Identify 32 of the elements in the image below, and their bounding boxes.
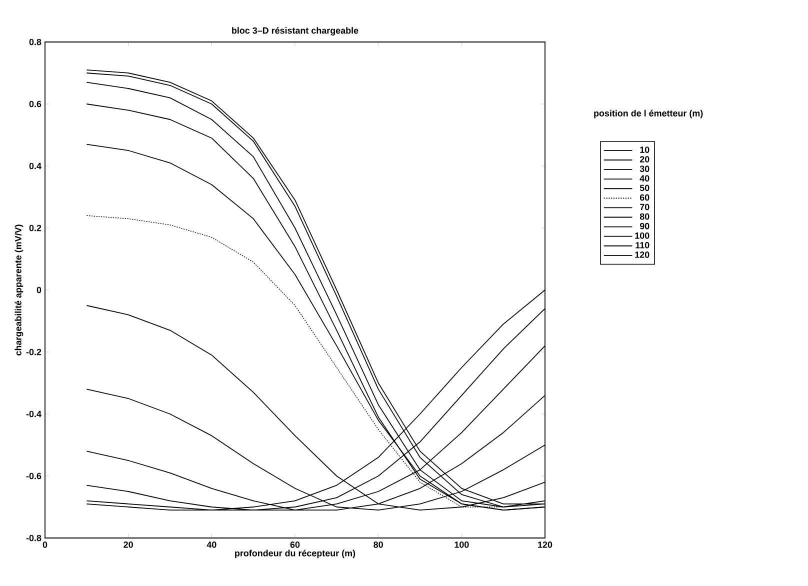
y-tick-label: -0.4	[26, 410, 42, 418]
y-tick-label: 0	[36, 286, 42, 294]
legend-label: 120	[635, 252, 650, 258]
legend-label: 90	[640, 222, 650, 230]
y-tick-label: 0.6	[29, 100, 42, 108]
legend-label: 100	[635, 232, 650, 239]
y-tick-label: 0.4	[29, 162, 42, 170]
y-tick-label: 0.2	[29, 224, 42, 232]
legend-label: 30	[640, 166, 650, 172]
x-tick-label: 60	[290, 542, 300, 548]
legend-label: 70	[640, 204, 650, 210]
legend-label: 20	[640, 156, 650, 162]
x-tick-label: 80	[374, 542, 383, 548]
x-tick-label: 100	[454, 542, 469, 548]
y-tick-label: -0.6	[26, 472, 42, 480]
x-tick-label: 20	[124, 542, 133, 548]
y-axis-title: chargeabilité apparente (mV/V)	[14, 224, 24, 356]
x-tick-label: 0	[42, 542, 48, 548]
x-axis-title: profondeur du récepteur (m)	[235, 550, 356, 558]
legend-label: 50	[640, 184, 650, 192]
y-tick-label: -0.8	[26, 534, 42, 542]
legend-label: 40	[640, 175, 650, 182]
legend-label: 110	[636, 242, 650, 248]
x-tick-label: 40	[206, 542, 216, 548]
y-tick-label: -0.2	[26, 348, 42, 356]
chart-title: bloc 3–D résistant chargeable	[232, 27, 358, 36]
legend-label: 60	[640, 194, 650, 201]
legend-label: 10	[640, 146, 650, 153]
x-tick-label: 120	[538, 542, 552, 548]
legend-title: position de l émetteur (m)	[594, 110, 703, 118]
legend-label: 80	[640, 213, 650, 220]
y-tick-label: 0.8	[29, 38, 42, 46]
